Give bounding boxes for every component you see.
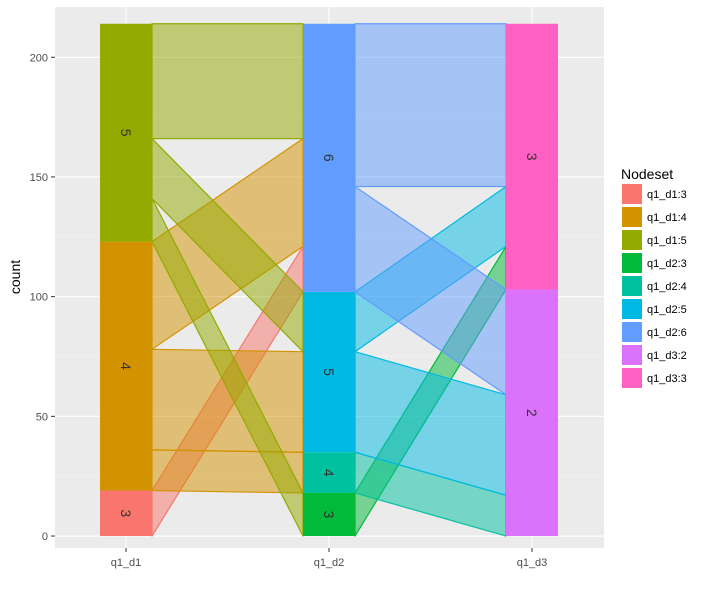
legend-label: q1_d2:4: [647, 281, 687, 293]
legend-label: q1_d1:5: [647, 235, 687, 247]
y-tick-label: 150: [30, 172, 48, 184]
flow-layer: [151, 23, 507, 537]
legend-key: [622, 322, 642, 342]
flow-band: [354, 23, 507, 188]
legend-title: Nodeset: [621, 166, 673, 182]
stratum-box: [506, 23, 558, 290]
legend-label: q1_d2:6: [647, 327, 687, 339]
stratum-label: 3: [524, 153, 540, 161]
y-tick-label: 0: [42, 531, 48, 543]
y-tick-label: 50: [36, 411, 48, 423]
legend-key: [622, 230, 642, 250]
stratum-label: 6: [321, 154, 337, 162]
legend-key: [622, 345, 642, 365]
y-axis-title: count: [7, 260, 23, 294]
x-tick-label: q1_d3: [517, 557, 548, 569]
legend-key: [622, 184, 642, 204]
stratum-box: [100, 490, 152, 537]
legend-key: [622, 276, 642, 296]
legend-key: [622, 207, 642, 227]
legend: Nodeset q1_d1:3q1_d1:4q1_d1:5q1_d2:3q1_d…: [621, 166, 687, 388]
axis-layer: 0 50 100 150 200 q1_d1 q1_d2 q1_d3: [30, 52, 548, 569]
stratum-label: 5: [321, 368, 337, 376]
stratum-box: [303, 291, 355, 453]
legend-label: q1_d2:3: [647, 258, 687, 270]
stratum-label: 4: [321, 469, 337, 477]
y-tick-label: 200: [30, 52, 48, 64]
stratum-label: 5: [118, 129, 134, 137]
legend-label: q1_d1:4: [647, 212, 687, 224]
strata-layer: 3 4 5 3 4 5 6 2 3: [100, 23, 558, 537]
y-tick-label: 100: [30, 292, 48, 304]
stratum-label: 2: [524, 409, 540, 417]
legend-label: q1_d3:2: [647, 350, 687, 362]
stratum-box: [303, 23, 355, 292]
legend-key: [622, 253, 642, 273]
stratum-label: 3: [321, 511, 337, 519]
stratum-box: [303, 492, 355, 537]
stratum-label: 4: [118, 362, 134, 370]
legend-key: [622, 368, 642, 388]
legend-label: q1_d3:3: [647, 373, 687, 385]
stratum-box: [100, 241, 152, 491]
stratum-box: [303, 452, 355, 493]
legend-key: [622, 299, 642, 319]
stratum-label: 3: [118, 509, 134, 517]
legend-label: q1_d2:5: [647, 304, 687, 316]
stratum-box: [506, 289, 558, 537]
stratum-box: [100, 23, 152, 242]
x-tick-label: q1_d1: [111, 557, 142, 569]
flow-band: [151, 23, 304, 140]
legend-items: q1_d1:3 q1_d1:4 q1_d1:5 q1_d2:3 q1_d2:4 q1_d2…: [622, 184, 687, 388]
legend-label: q1_d1:3: [647, 189, 687, 201]
x-tick-label: q1_d2: [314, 557, 345, 569]
